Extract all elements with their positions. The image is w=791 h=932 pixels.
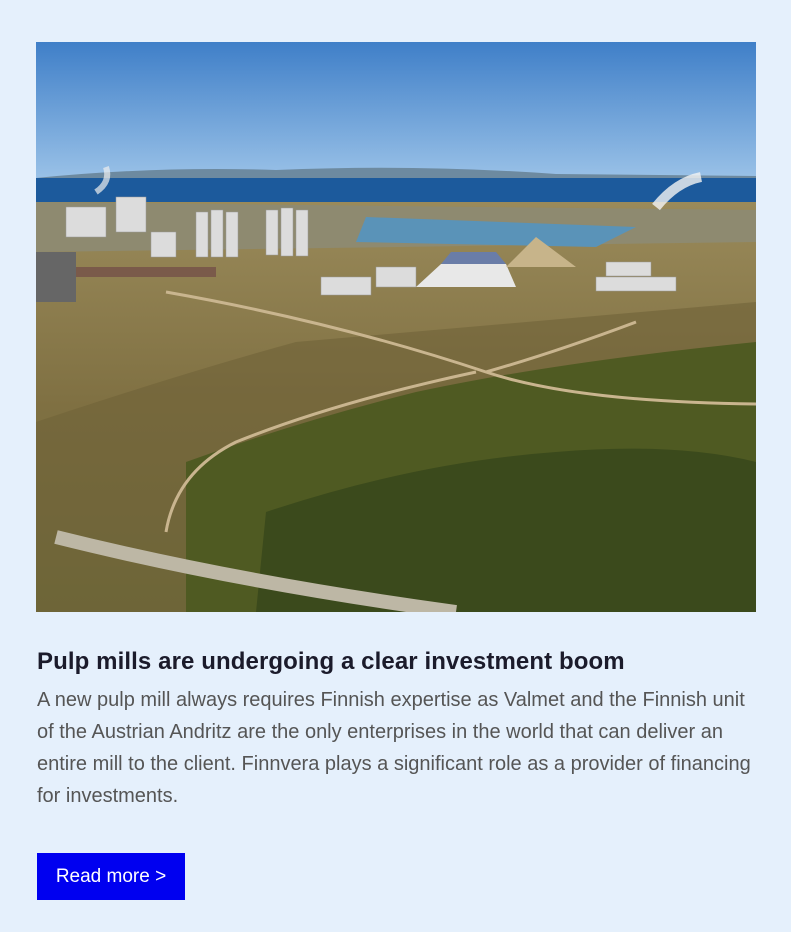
card-body: A new pulp mill always requires Finnish … bbox=[37, 684, 757, 812]
card-title: Pulp mills are undergoing a clear invest… bbox=[37, 648, 625, 676]
photo bbox=[36, 42, 756, 612]
card: Pulp mills are undergoing a clear invest… bbox=[0, 0, 791, 932]
read-more-button[interactable]: Read more > bbox=[37, 853, 185, 900]
